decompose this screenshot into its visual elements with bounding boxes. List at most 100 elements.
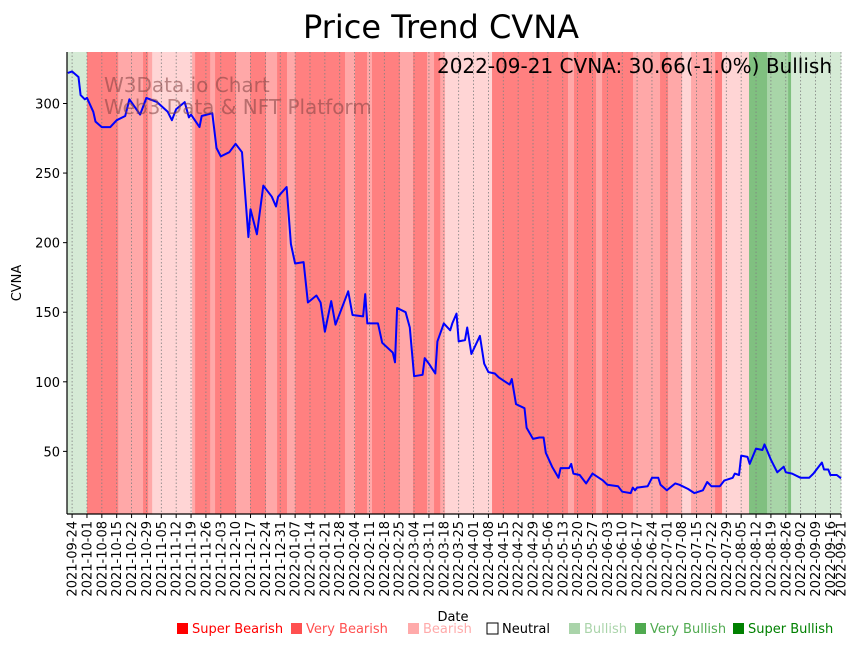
legend-label: Super Bullish [748, 622, 833, 637]
legend-swatch [408, 623, 419, 634]
y-tick-label: 200 [35, 237, 60, 252]
y-tick-label: 100 [35, 376, 60, 391]
legend-swatch [569, 623, 580, 634]
x-tick-label: 2022-03-25 [452, 521, 467, 597]
x-tick-label: 2022-07-01 [660, 521, 675, 597]
x-tick-label: 2022-04-15 [497, 521, 512, 597]
x-tick-label: 2022-02-18 [378, 521, 393, 597]
y-tick-label: 150 [35, 306, 60, 321]
legend: Super Bearish Very Bearish Bearish Neutral B… [177, 622, 833, 637]
band-very-bearish [440, 52, 446, 514]
x-tick-label: 2022-08-05 [735, 521, 750, 597]
legend-label: Very Bullish [650, 622, 726, 637]
x-axis-label: Date [437, 610, 468, 625]
legend-label: Bullish [584, 622, 627, 637]
legend-swatch [291, 623, 302, 634]
x-tick-label: 2021-10-29 [140, 521, 155, 597]
band-very-bullish [767, 52, 789, 514]
band-super-bearish [195, 52, 211, 514]
x-tick-label: 2022-07-29 [720, 521, 735, 597]
watermark-line-1: W3Data.io Chart [104, 73, 270, 97]
price-line [67, 70, 842, 495]
watermark: W3Data.io Chart Web3 Data & NFT Platform [104, 73, 372, 119]
x-tick-label: 2022-09-02 [794, 521, 809, 597]
band-super-bullish [788, 52, 792, 514]
band-very-bearish [266, 52, 278, 514]
band-very-bearish [345, 52, 356, 514]
band-super-bearish [602, 52, 634, 514]
band-bearish [445, 52, 493, 514]
legend-swatch [486, 622, 499, 635]
watermark-line-2: Web3 Data & NFT Platform [104, 95, 372, 119]
band-very-bearish [400, 52, 414, 514]
band-very-bearish [596, 52, 603, 514]
band-very-bearish [287, 52, 296, 514]
y-axis-ticks: 50 100 150 200 250 300 [35, 97, 67, 460]
x-tick-label: 2021-10-08 [95, 521, 110, 597]
legend-label: Neutral [502, 622, 550, 637]
band-bearish [152, 52, 193, 514]
y-tick-label: 50 [43, 445, 60, 460]
x-tick-label: 2021-11-19 [185, 521, 200, 597]
x-tick-label: 2022-02-11 [363, 521, 378, 597]
band-super-bearish [143, 52, 149, 514]
x-tick-label: 2022-06-03 [601, 521, 616, 597]
x-tick-label: 2022-05-06 [541, 521, 556, 597]
band-super-bearish [492, 52, 569, 514]
x-tick-label: 2021-09-24 [66, 521, 81, 597]
x-tick-label: 2022-03-11 [422, 521, 437, 597]
y-tick-label: 250 [35, 167, 60, 182]
legend-swatch [177, 623, 188, 634]
band-super-bearish [715, 52, 723, 514]
band-very-bearish [236, 52, 251, 514]
latest-price-annotation: 2022-09-21 CVNA: 30.66(-1.0%) Bullish [437, 54, 832, 78]
x-tick-label: 2022-08-19 [764, 521, 779, 597]
x-tick-label: 2021-12-17 [244, 521, 259, 597]
x-tick-label: 2022-09-16 [824, 521, 839, 597]
x-tick-label: 2022-07-15 [690, 521, 705, 597]
band-very-bearish [668, 52, 683, 514]
band-very-bearish [568, 52, 575, 514]
legend-label: Bearish [423, 622, 472, 637]
x-tick-label: 2022-01-07 [289, 521, 304, 597]
x-tick-label: 2022-07-08 [675, 521, 690, 597]
x-tick-label: 2022-05-27 [586, 521, 601, 597]
band-super-bearish [574, 52, 597, 514]
sentiment-bands [67, 52, 842, 514]
x-tick-label: 2022-05-13 [556, 521, 571, 597]
x-tick-label: 2021-10-15 [110, 521, 125, 597]
band-super-bearish [355, 52, 368, 514]
legend-swatch [635, 623, 646, 634]
x-tick-label: 2022-04-01 [467, 521, 482, 597]
x-tick-label: 2022-01-14 [303, 521, 318, 597]
band-very-bearish [148, 52, 153, 514]
x-tick-label: 2022-03-04 [408, 521, 423, 597]
x-tick-label: 2021-12-31 [274, 521, 289, 597]
x-tick-label: 2022-06-10 [616, 521, 631, 597]
x-tick-label: 2022-04-29 [527, 521, 542, 597]
band-super-bearish [413, 52, 428, 514]
x-tick-label: 2022-09-21 [835, 521, 850, 597]
x-tick-label: 2021-12-03 [214, 521, 229, 597]
band-very-bearish [633, 52, 661, 514]
x-tick-label: 2022-09-09 [809, 521, 824, 597]
x-tick-label: 2022-03-18 [437, 521, 452, 597]
band-very-bearish [192, 52, 196, 514]
x-tick-label: 2021-10-22 [125, 521, 140, 597]
x-tick-label: 2022-01-21 [318, 521, 333, 597]
x-tick-label: 2022-06-24 [645, 521, 660, 597]
x-tick-label: 2022-04-22 [512, 521, 527, 597]
x-tick-label: 2021-11-05 [155, 521, 170, 597]
band-bullish [67, 52, 88, 514]
x-tick-label: 2021-12-24 [259, 521, 274, 597]
chart-title: Price Trend CVNA [303, 8, 579, 46]
x-tick-label: 2022-05-20 [571, 521, 586, 597]
band-super-bearish [250, 52, 267, 514]
band-super-bearish [660, 52, 669, 514]
x-tick-label: 2022-01-28 [333, 521, 348, 597]
band-bullish [791, 52, 842, 514]
legend-label: Super Bearish [192, 622, 283, 637]
band-super-bullish [749, 52, 768, 514]
x-tick-label: 2021-12-10 [229, 521, 244, 597]
x-tick-label: 2021-11-12 [170, 521, 185, 597]
